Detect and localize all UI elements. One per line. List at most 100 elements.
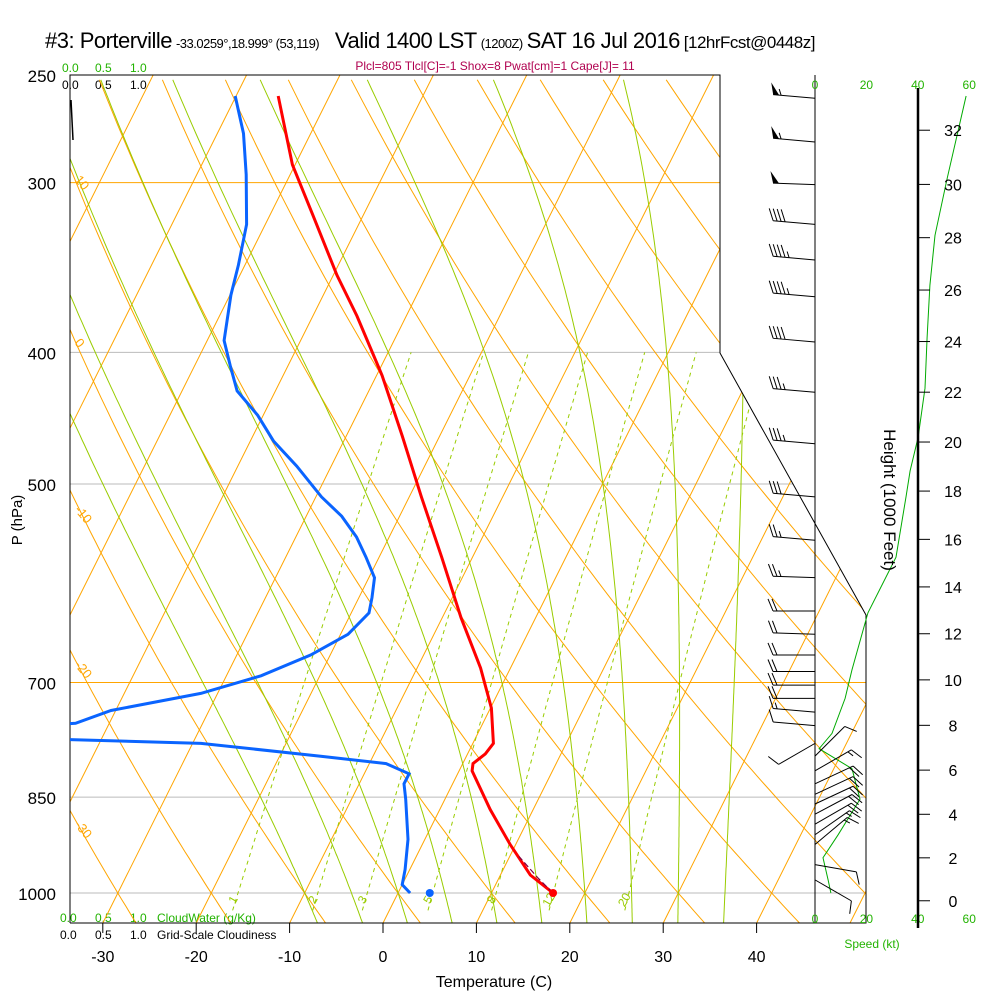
params-line: Plcl=805 Tlcl[C]=-1 Shox=8 Pwat[cm]=1 Ca… [355,59,635,73]
station-coords: -33.0259°,18.999° (53,119) [175,36,320,51]
wind-barb-full [772,244,778,257]
wind-barb [814,864,860,885]
height-tick-label: 18 [944,484,962,501]
wind-barb-full [776,244,782,258]
speed-tick-bottom: 0 [812,912,819,926]
adiabat-label-left: 10 [72,172,93,193]
moist-adiabat [100,79,453,923]
isotherm [382,75,808,923]
wind-barb-staff [773,220,816,225]
wind-barb [814,879,852,914]
height-tick-label: 4 [949,807,958,824]
wind-barb [814,725,857,757]
wind-barb [768,480,816,498]
dry-adiabat [981,80,1000,923]
wind-barb-full [780,244,786,258]
wind-barb-full [768,427,774,441]
wind-barb-staff [773,721,816,727]
wind-barb-staff [814,776,854,795]
wind-barb-half [782,383,786,390]
wind-barb-flag [771,126,780,139]
dry-adiabat [854,79,866,923]
moist-adiabat [70,79,363,923]
cloud-scale-green-1: 0.5 [95,61,112,75]
cloud-scale-green-0: 0.0 [62,61,79,75]
height-tick-label: 10 [944,673,962,690]
speed-tick-top: 0 [812,78,819,92]
mixing-ratio-label: 1 [225,893,241,906]
wind-barb-full [768,695,774,709]
x-tick-label: 0 [379,949,388,966]
forecast-info: [12hrFcst@0448z] [683,33,816,52]
wind-speed-line [818,95,967,894]
dry-adiabat [918,80,1000,923]
wind-barb-full [771,672,778,686]
height-tick-label: 24 [944,335,962,352]
adiabat-label-left: -10 [72,502,96,526]
wind-barb-full [771,642,778,656]
wind-barb-full [849,767,860,777]
valid-time: Valid 1400 LST [334,28,477,53]
mixing-ratio-line [427,352,589,911]
isotherm [289,75,715,923]
mixing-ratio-label: 3 [355,893,371,906]
wind-barb-staff [814,785,854,805]
wind-barb-full [852,765,864,776]
adiabat-label-right: 30 [835,536,865,566]
wind-barb-full [776,326,782,340]
wind-barb-full [768,243,774,257]
wind-barb-full [851,802,863,812]
cloudiness-label: Grid-Scale Cloudiness [157,928,276,942]
wind-barb-full [767,563,774,577]
cloudwater-green-2: 1.0 [130,911,147,925]
height-tick-label: 30 [944,177,962,194]
surface-temperature-marker [549,889,558,897]
plot-border [69,74,867,924]
wind-barb-half [782,434,786,442]
wind-barb-full [772,376,778,390]
moist-adiabat [259,79,543,923]
wind-barb-staff [773,182,816,186]
cloudiness-black-0: 0.0 [60,928,77,942]
cloud-scale-green-2: 1.0 [130,61,147,75]
pressure-label: 500 [28,476,56,495]
adiabat-label-left: 0 [72,335,88,350]
wind-barb-full [768,325,774,339]
wind-barb-full [851,794,863,804]
temperature-line [276,95,554,895]
adiabat-label-right: 10 [738,360,768,390]
wind-barb-half [843,819,851,824]
speed-tick-bottom: 20 [860,912,874,926]
wind-barb [814,776,864,795]
speed-tick-top: 60 [963,78,977,92]
wind-barb-full [847,804,859,814]
x-axis-label: Temperature (C) [436,974,552,991]
height-tick-label: 0 [949,894,958,911]
dry-adiabat [413,79,866,923]
speed-tick-top: 20 [860,78,874,92]
station-name: #3: Porterville [45,28,173,53]
x-tick-label: 10 [468,949,486,966]
wind-barb [771,126,816,143]
isotherm [70,75,341,923]
adiabat-label-left: -30 [72,817,96,841]
pressure-label: 250 [28,67,56,86]
wind-barb [767,620,816,635]
wind-barb [770,171,816,186]
x-tick-label: -20 [185,949,208,966]
mixing-ratio-label: 2 [305,893,321,906]
wind-barb [768,709,816,727]
wind-barb-staff [773,255,816,261]
wind-barb [768,243,816,261]
pressure-label: 700 [28,675,56,694]
axes: -30 -20 -10 0 10 20 30 402503004005007008501000… [18,67,976,966]
wind-barb-flag [771,82,780,96]
wind-barb [814,765,864,785]
height-tick-label: 28 [944,231,962,248]
wind-barb-staff [773,337,816,343]
adiabat-label-right: 0 [718,231,740,254]
mixing-ratio-line [548,352,697,911]
wind-barb-full [780,281,786,295]
dry-adiabat [98,79,611,923]
isotherm [756,75,866,923]
